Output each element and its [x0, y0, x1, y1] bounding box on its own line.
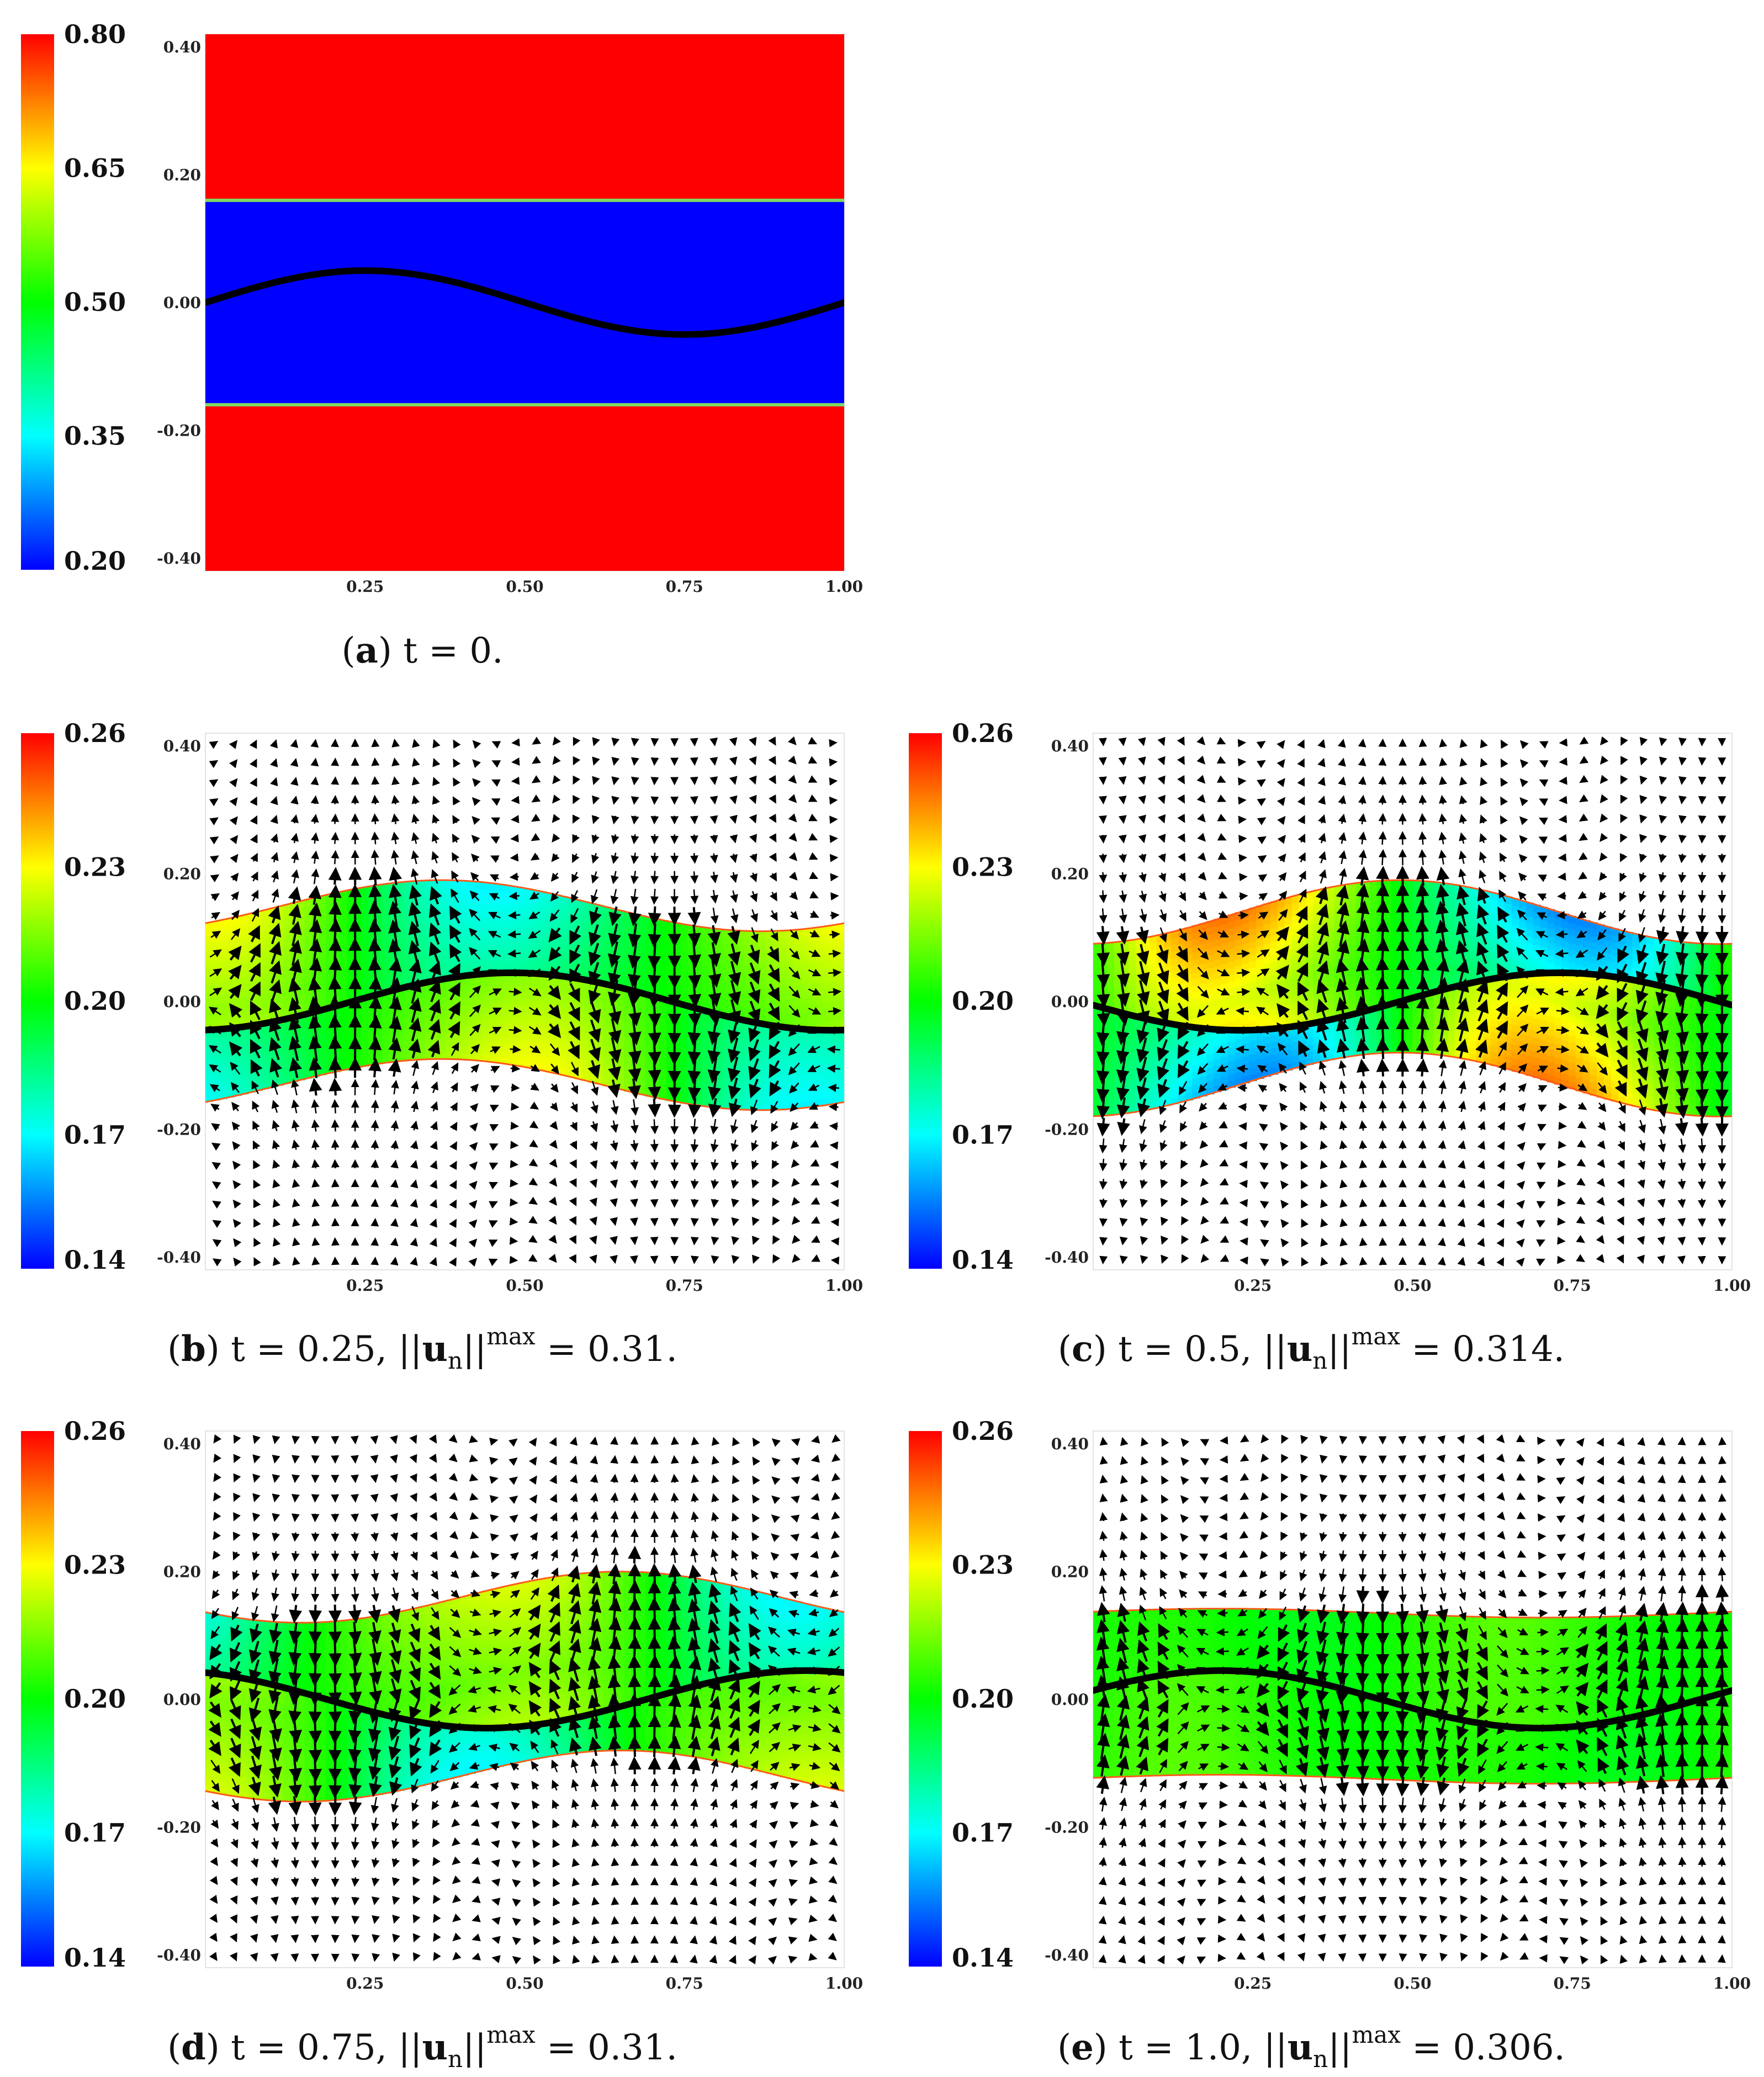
- x-tick-c-3: 1.00: [1713, 1276, 1751, 1295]
- band-edge-top-c: [1093, 879, 1732, 945]
- interface-curve-c: [1093, 969, 1732, 1034]
- interface-curve-d: [205, 1667, 844, 1732]
- colorbar-a: [21, 34, 54, 570]
- y-tick-e-1: 0.20: [1051, 1563, 1089, 1581]
- colorbar-tick-c-0: 0.26: [952, 718, 1014, 748]
- y-tick-c-4: -0.40: [1045, 1248, 1089, 1267]
- y-tick-c-3: -0.20: [1045, 1120, 1089, 1138]
- y-tick-d-3: -0.20: [157, 1818, 201, 1836]
- colorbar-tick-d-2: 0.20: [64, 1684, 126, 1714]
- y-tick-c-1: 0.20: [1051, 865, 1089, 883]
- x-tick-a-1: 0.50: [506, 577, 543, 596]
- caption-e: (e) t = 1.0, ||un||max = 0.306.: [1057, 2021, 1565, 2073]
- x-tick-d-1: 0.50: [506, 1974, 543, 1993]
- y-tick-b-3: -0.20: [157, 1120, 201, 1138]
- colorbar-tick-d-3: 0.17: [64, 1818, 126, 1848]
- velocity-field-b: [209, 736, 842, 1267]
- x-tick-c-2: 0.75: [1554, 1276, 1591, 1295]
- colorbar-b: [21, 733, 54, 1269]
- colorbar-tick-a-4: 0.20: [64, 546, 126, 576]
- y-tick-d-2: 0.00: [163, 1691, 201, 1709]
- y-tick-e-0: 0.40: [1051, 1435, 1089, 1453]
- y-tick-a-1: 0.20: [163, 166, 201, 184]
- interface-curve-a: [205, 267, 844, 338]
- y-tick-b-2: 0.00: [163, 993, 201, 1011]
- colorbar-tick-b-4: 0.14: [64, 1245, 126, 1275]
- caption-b: (b) t = 0.25, ||un||max = 0.31.: [167, 1323, 677, 1374]
- colorbar-tick-b-1: 0.23: [64, 852, 126, 882]
- y-tick-d-4: -0.40: [157, 1946, 201, 1964]
- band-field-e: [1093, 1608, 1732, 1784]
- y-tick-a-2: 0.00: [163, 294, 201, 312]
- y-tick-e-2: 0.00: [1051, 1691, 1089, 1709]
- caption-c: (c) t = 0.5, ||un||max = 0.314.: [1058, 1323, 1565, 1374]
- x-tick-d-2: 0.75: [666, 1974, 703, 1993]
- panel-b: 0.26 0.23 0.20 0.17 0.14 0.40 0.20 0.00 -0.20 -0.…: [21, 718, 863, 1295]
- x-tick-e-3: 1.00: [1713, 1974, 1751, 1993]
- x-tick-c-1: 0.50: [1394, 1276, 1431, 1295]
- colorbar-tick-a-1: 0.65: [64, 153, 126, 183]
- x-tick-e-0: 0.25: [1234, 1974, 1272, 1993]
- colorbar-tick-b-2: 0.20: [64, 986, 126, 1016]
- x-tick-b-2: 0.75: [666, 1276, 703, 1295]
- y-tick-a-0: 0.40: [163, 38, 201, 56]
- x-tick-c-0: 0.25: [1234, 1276, 1272, 1295]
- velocity-field-c: [1096, 736, 1729, 1267]
- x-tick-a-3: 1.00: [825, 577, 863, 596]
- x-tick-a-0: 0.25: [346, 577, 384, 596]
- y-tick-c-0: 0.40: [1051, 737, 1089, 755]
- colorbar-tick-c-4: 0.14: [952, 1245, 1014, 1275]
- panel-e: 0.26 0.23 0.20 0.17 0.14 0.40 0.20 0.00 -0.20 -0.…: [909, 1416, 1751, 1993]
- colorbar-tick-e-1: 0.23: [952, 1550, 1014, 1580]
- y-tick-a-3: -0.20: [157, 421, 201, 439]
- colorbar-tick-d-0: 0.26: [64, 1416, 126, 1446]
- y-tick-c-2: 0.00: [1051, 993, 1089, 1011]
- velocity-field-d: [208, 1434, 841, 1965]
- y-tick-d-0: 0.40: [163, 1435, 201, 1453]
- x-tick-a-2: 0.75: [666, 577, 703, 596]
- x-tick-b-0: 0.25: [346, 1276, 384, 1295]
- colorbar-tick-d-1: 0.23: [64, 1550, 126, 1580]
- colorbar-tick-e-2: 0.20: [952, 1684, 1014, 1714]
- colorbar-tick-a-3: 0.35: [64, 421, 126, 451]
- colorbar-tick-c-2: 0.20: [952, 986, 1014, 1016]
- y-tick-a-4: -0.40: [157, 549, 201, 568]
- x-tick-e-2: 0.75: [1554, 1974, 1591, 1993]
- colorbar-tick-e-0: 0.26: [952, 1416, 1014, 1446]
- x-tick-b-1: 0.50: [506, 1276, 543, 1295]
- y-tick-e-3: -0.20: [1045, 1818, 1089, 1836]
- colorbar-tick-e-4: 0.14: [952, 1943, 1014, 1973]
- colorbar-tick-e-3: 0.17: [952, 1818, 1014, 1848]
- interface-curve-e: [1093, 1667, 1732, 1732]
- colorbar-tick-a-0: 0.80: [64, 19, 126, 49]
- colorbar-tick-d-4: 0.14: [64, 1943, 126, 1973]
- colorbar-tick-c-3: 0.17: [952, 1120, 1014, 1150]
- y-tick-b-1: 0.20: [163, 865, 201, 883]
- y-tick-b-4: -0.40: [157, 1248, 201, 1267]
- y-tick-e-4: -0.40: [1045, 1946, 1089, 1964]
- panel-c: 0.26 0.23 0.20 0.17 0.14 0.40 0.20 0.00 -0.20 -0.…: [909, 718, 1751, 1295]
- interface-curve-b: [205, 969, 844, 1034]
- colorbar-tick-a-2: 0.50: [64, 287, 126, 317]
- colorbar-tick-c-1: 0.23: [952, 852, 1014, 882]
- colorbar-e: [909, 1431, 942, 1967]
- panel-d: 0.26 0.23 0.20 0.17 0.14 0.40 0.20 0.00 -0.20 -0.…: [21, 1416, 863, 1993]
- x-tick-d-3: 1.00: [825, 1974, 863, 1993]
- y-tick-d-1: 0.20: [163, 1563, 201, 1581]
- colorbar-tick-b-0: 0.26: [64, 718, 126, 748]
- caption-d: (d) t = 0.75, ||un||max = 0.31.: [167, 2021, 677, 2073]
- colorbar-c: [909, 733, 942, 1269]
- x-tick-b-3: 1.00: [825, 1276, 863, 1295]
- colorbar-tick-b-3: 0.17: [64, 1120, 126, 1150]
- y-tick-b-0: 0.40: [163, 737, 201, 755]
- x-tick-e-1: 0.50: [1394, 1974, 1431, 1993]
- x-tick-d-0: 0.25: [346, 1974, 384, 1993]
- band-edge-bottom-c: [1093, 1052, 1732, 1117]
- panel-a: 0.80 0.65 0.50 0.35 0.20 0.40 0.20 0.00 -0.20 -0.…: [21, 19, 863, 596]
- caption-a: (a) t = 0.: [342, 630, 504, 671]
- colorbar-d: [21, 1431, 54, 1967]
- band-edge-top-e: [1093, 1608, 1732, 1619]
